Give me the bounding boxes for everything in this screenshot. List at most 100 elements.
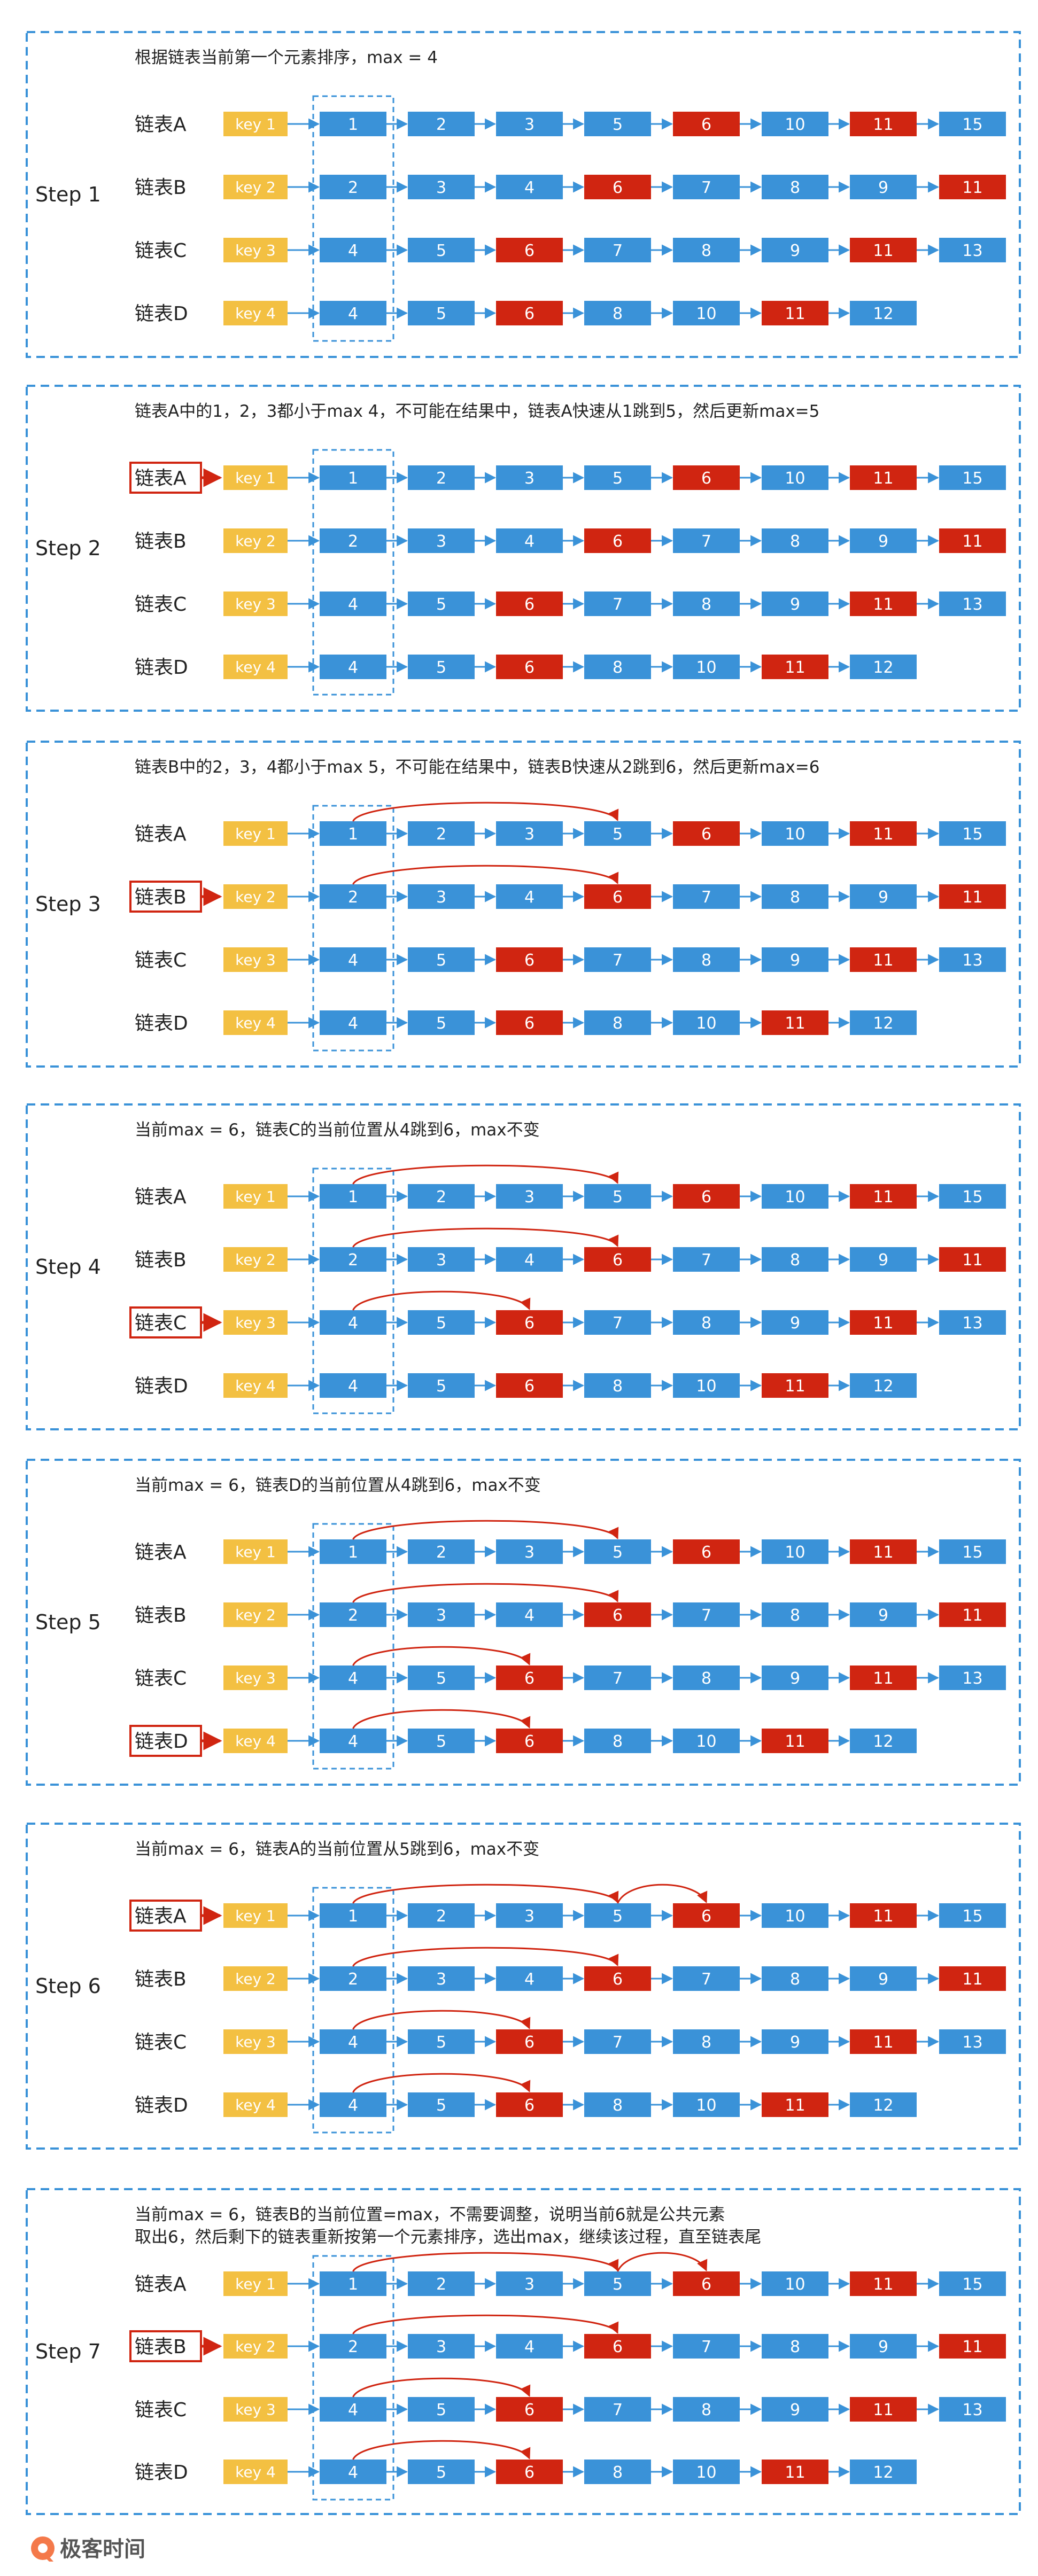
step-label: Step 1 <box>35 183 101 206</box>
list-node <box>762 1602 828 1627</box>
list-node <box>584 1010 651 1035</box>
node-value: 1 <box>348 2275 358 2294</box>
linked-list-row: 链表B key 2 2 3 4 6 7 8 9 11 <box>135 175 1006 199</box>
node-value: 4 <box>524 1606 535 1625</box>
node-value: 1 <box>348 1907 358 1926</box>
step-description: 当前max = 6，链表B的当前位置=max，不需要调整，说明当前6就是公共元素 <box>135 2205 725 2224</box>
node-value: 15 <box>962 1188 982 1207</box>
list-name: 链表C <box>135 1312 187 1334</box>
jump-arc <box>352 1709 531 1729</box>
list-node <box>939 175 1006 199</box>
node-value: 11 <box>962 1251 982 1270</box>
list-node <box>850 655 917 679</box>
list-name: 链表D <box>135 2462 188 2484</box>
key-label: key 3 <box>235 1314 276 1332</box>
node-value: 11 <box>785 1732 805 1751</box>
list-node <box>850 592 917 616</box>
node-value: 2 <box>436 115 446 134</box>
node-value: 10 <box>785 825 805 844</box>
step-description: 根据链表当前第一个元素排序，max = 4 <box>135 48 438 67</box>
list-node <box>762 238 828 262</box>
jump-arc <box>352 1227 619 1248</box>
node-value: 8 <box>701 951 711 970</box>
node-value: 8 <box>701 595 711 614</box>
list-node <box>762 592 828 616</box>
node-value: 2 <box>436 1907 446 1926</box>
list-node <box>939 1539 1006 1564</box>
list-node <box>673 1539 740 1564</box>
node-value: 6 <box>613 1251 623 1270</box>
step-description: 当前max = 6，链表A的当前位置从5跳到6，max不变 <box>135 1840 539 1859</box>
node-value: 2 <box>348 1606 358 1625</box>
list-node <box>320 1373 386 1398</box>
linked-list-row: 链表B key 2 2 3 4 6 7 8 9 11 <box>129 2330 1006 2362</box>
key-box <box>223 2092 288 2117</box>
list-node <box>939 2029 1006 2054</box>
list-node <box>673 301 740 325</box>
node-value: 6 <box>524 305 535 323</box>
linked-list-row: 链表D key 4 4 5 6 8 10 11 12 <box>135 301 917 325</box>
panel-border <box>26 741 1021 1068</box>
list-node <box>408 1184 475 1209</box>
node-value: 7 <box>613 2033 623 2052</box>
node-value: 8 <box>613 305 623 323</box>
node-value: 1 <box>348 825 358 844</box>
jump-arc <box>617 2252 708 2272</box>
list-node <box>320 655 386 679</box>
list-node <box>408 1666 475 1690</box>
step-description: 当前max = 6，链表C的当前位置从4跳到6，max不变 <box>135 1120 540 1140</box>
key-label: key 2 <box>235 2338 276 2355</box>
list-node <box>939 1247 1006 1272</box>
list-node <box>584 528 651 553</box>
key-box <box>223 528 288 553</box>
list-node <box>584 1247 651 1272</box>
key-box <box>223 112 288 136</box>
key-label: key 1 <box>235 2275 276 2293</box>
list-node <box>320 301 386 325</box>
list-node <box>762 2092 828 2117</box>
jump-arc <box>352 1947 619 1967</box>
key-label: key 4 <box>235 305 276 322</box>
current-position-box <box>312 2255 394 2501</box>
list-name: 链表B <box>135 177 187 199</box>
linked-list-row: 链表D key 4 4 5 6 8 10 11 12 <box>135 2092 917 2117</box>
list-node <box>320 1010 386 1035</box>
node-value: 5 <box>436 1377 446 1396</box>
node-value: 11 <box>962 178 982 197</box>
node-value: 3 <box>524 115 535 134</box>
step-description: 链表B中的2，3，4都小于max 5，不可能在结果中，链表B快速从2跳到6，然后… <box>135 758 820 777</box>
node-value: 9 <box>878 1606 888 1625</box>
list-node <box>673 1184 740 1209</box>
node-value: 5 <box>436 658 446 677</box>
list-node <box>673 112 740 136</box>
list-node <box>762 2271 828 2296</box>
node-value: 12 <box>873 2463 893 2482</box>
list-node <box>939 821 1006 846</box>
node-value: 5 <box>436 2463 446 2482</box>
list-node <box>673 1666 740 1690</box>
node-value: 6 <box>524 658 535 677</box>
list-node <box>496 2092 563 2117</box>
list-node <box>320 2397 386 2422</box>
step-description: 当前max = 6，链表D的当前位置从4跳到6，max不变 <box>135 1476 541 1495</box>
key-box <box>223 1903 288 1928</box>
list-node <box>673 2397 740 2422</box>
node-value: 8 <box>701 242 711 260</box>
list-node <box>939 2334 1006 2359</box>
node-value: 4 <box>524 178 535 197</box>
node-value: 6 <box>701 1907 711 1926</box>
list-name: 链表B <box>135 1249 187 1271</box>
list-name: 链表B <box>135 1605 187 1626</box>
list-node <box>496 821 563 846</box>
list-node <box>939 1966 1006 1991</box>
list-node <box>762 821 828 846</box>
node-value: 3 <box>436 2338 446 2356</box>
node-value: 3 <box>436 532 446 551</box>
list-name: 链表B <box>135 886 187 908</box>
node-value: 6 <box>524 2463 535 2482</box>
node-value: 1 <box>348 115 358 134</box>
node-value: 11 <box>785 1014 805 1033</box>
node-value: 4 <box>348 595 358 614</box>
list-node <box>408 301 475 325</box>
